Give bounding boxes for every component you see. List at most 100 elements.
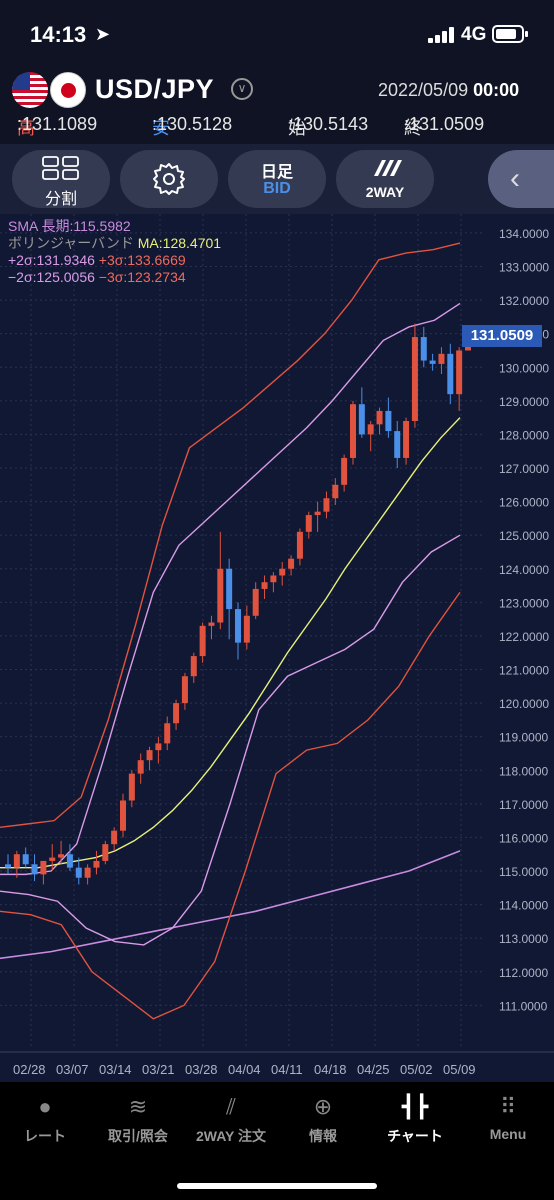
y-tick-label: 116.0000 [499,831,548,845]
nav-menu-label: Menu [489,1126,527,1142]
current-price-tag: 131.0509 [462,325,542,347]
y-tick-label: 122.0000 [499,630,549,644]
chart-icon: ┫┣ [401,1094,429,1119]
candle-body [394,431,401,458]
two-way-button[interactable]: 2WAY [336,150,434,208]
nav-menu[interactable]: ⠿ Menu [463,1092,553,1142]
gear-icon [153,163,185,195]
status-time: 14:13 [30,22,87,47]
header: USD/JPY ∨ 2022/05/09 00:00 高:131.1089 安:… [0,62,554,144]
nav-rate[interactable]: ● レート [0,1092,90,1146]
candle-body [288,558,295,569]
y-tick-label: 117.0000 [499,798,548,812]
chart-datetime: 2022/05/09 00:00 [378,80,519,101]
candle-body [438,353,445,364]
bottom-nav: ● レート ≋ 取引/照会 ⫽ 2WAY 注文 ⊕ 情報 ┫┣ チャート ⠿ M… [0,1082,554,1200]
y-tick-label: 121.0000 [499,664,549,678]
chart-area[interactable]: 134.0000133.0000132.0000131.0000130.0000… [0,214,554,1082]
us-flag-icon [12,72,48,108]
y-tick-label: 123.0000 [499,596,549,610]
candle-body [137,760,144,774]
candle-body [155,743,162,751]
x-tick-label: 04/18 [314,1062,347,1077]
collapse-toolbar-button[interactable]: ‹ [488,150,554,208]
candle-body [332,484,339,499]
candle-body [84,867,91,878]
sma-legend: SMA 長期:115.5982 [8,218,131,234]
battery-icon [492,25,528,43]
nav-info[interactable]: ⊕ 情報 [278,1092,368,1146]
x-tick-label: 03/14 [99,1062,132,1077]
bb-plus3-line [0,242,461,829]
y-tick-label: 115.0000 [499,865,548,879]
y-tick-label: 125.0000 [499,529,549,543]
indicator-legend: SMA 長期:115.5982 ボリンジャーバンド MA:128.4701 +2… [8,218,221,286]
menu-grid-icon: ⠿ [499,1094,517,1119]
candle-body [181,676,188,704]
trade-icon: ≋ [128,1094,148,1119]
y-tick-label: 111.0000 [499,999,548,1013]
info-icon: ⊕ [313,1094,333,1119]
candle-body [403,421,410,458]
candle-body [323,498,330,512]
candle-body [40,860,47,875]
y-tick-label: 112.0000 [499,966,548,980]
nav-trade[interactable]: ≋ 取引/照会 [93,1092,183,1146]
rate-icon: ● [38,1094,52,1119]
chevron-down-icon[interactable]: ∨ [231,78,253,100]
candle-body [128,773,135,801]
status-bar: 14:13 ➤ 4G [0,0,554,62]
candle-body [5,864,11,868]
bb-ma-legend: MA:128.4701 [137,235,222,251]
bb-minus3-line [0,591,461,1020]
candle-body [102,844,109,861]
candle-body [22,854,29,865]
candle-body [261,582,268,589]
two-way-icon [374,160,402,176]
candle-body [13,854,20,868]
candle-body [217,568,224,623]
candle-body [358,404,365,435]
candle-body [420,337,427,361]
nav-two-way[interactable]: ⫽ 2WAY 注文 [186,1092,276,1146]
y-tick-label: 120.0000 [499,697,549,711]
x-tick-label: 03/07 [56,1062,89,1077]
candle-body [305,515,312,532]
candle-body [31,864,38,875]
y-tick-label: 130.0000 [499,361,549,375]
nav-chart[interactable]: ┫┣ チャート [370,1092,460,1146]
y-tick-label: 133.0000 [499,261,549,275]
bb-legend-name: ボリンジャーバンド [8,235,134,251]
settings-button[interactable] [120,150,218,208]
x-tick-label: 03/28 [185,1062,218,1077]
bb-plus3-legend: +3σ:133.6669 [98,252,186,268]
bb-minus3-legend: −3σ:123.2734 [98,269,186,285]
period-label: 日足 [260,164,293,181]
candle-body [456,350,463,395]
period-button[interactable]: 日足 BID [228,150,326,208]
split-button[interactable]: 分割 [12,150,110,208]
bb-minus2-legend: −2σ:125.0056 [8,269,95,285]
y-tick-label: 126.0000 [499,496,549,510]
x-tick-label: 03/21 [142,1062,175,1077]
bb-plus2-line [0,302,461,876]
chart-toolbar: 分割 日足 BID 2WAY ‹ [0,144,554,214]
candle-body [111,830,118,845]
candle-body [146,750,153,761]
candle-body [296,531,303,559]
candle-body [411,337,418,421]
chevron-left-icon: ‹ [510,162,520,195]
nav-two-way-label: 2WAY 注文 [195,1128,267,1144]
x-tick-label: 05/09 [443,1062,476,1077]
candle-body [270,575,277,583]
x-tick-label: 02/28 [13,1062,46,1077]
x-tick-label: 04/04 [228,1062,261,1077]
candle-body [429,360,436,364]
chart-date: 2022/05/09 [378,80,469,100]
two-way-nav-icon: ⫽ [226,1094,236,1119]
candle-body [226,568,233,610]
bb-ma-line [0,417,461,869]
candle-body [279,568,286,576]
candle-body [199,625,206,657]
currency-pair[interactable]: USD/JPY [95,74,215,104]
